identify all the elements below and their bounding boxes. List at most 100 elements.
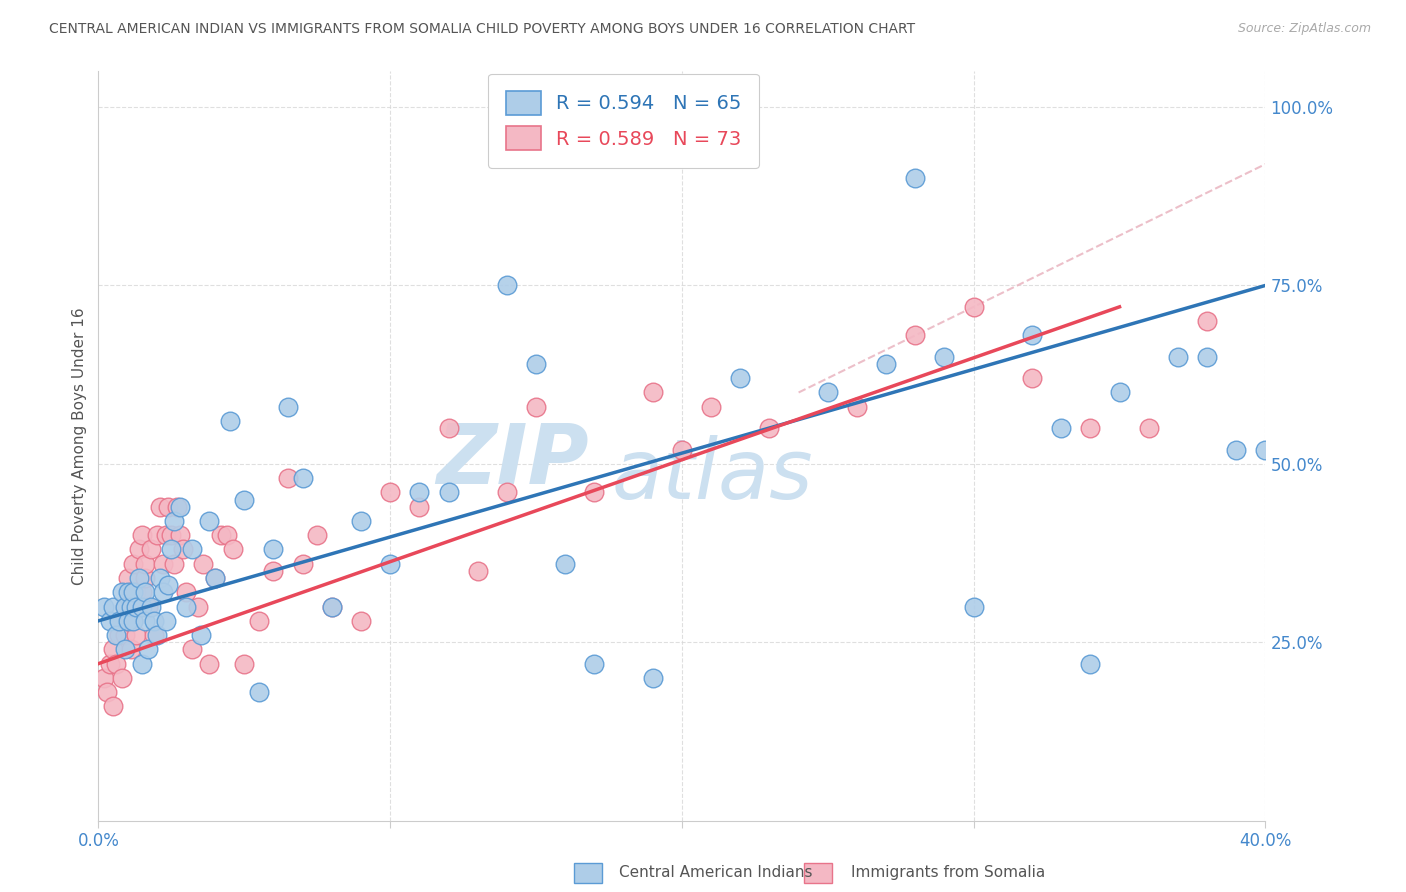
Point	[193, 557, 215, 571]
Point	[101, 599, 124, 614]
Point	[111, 671, 134, 685]
Point	[157, 500, 180, 514]
Point	[120, 599, 142, 614]
Point	[583, 485, 606, 500]
Point	[136, 642, 159, 657]
Point	[114, 599, 136, 614]
Point	[125, 585, 148, 599]
Point	[152, 557, 174, 571]
Point	[104, 657, 127, 671]
Point	[962, 300, 984, 314]
Point	[142, 628, 165, 642]
Text: atlas: atlas	[612, 435, 814, 516]
Y-axis label: Child Poverty Among Boys Under 16: Child Poverty Among Boys Under 16	[72, 307, 87, 585]
Point	[1021, 371, 1043, 385]
Point	[291, 557, 314, 571]
Point	[131, 585, 153, 599]
Text: Immigrants from Somalia: Immigrants from Somalia	[851, 865, 1045, 880]
Point	[233, 657, 256, 671]
Point	[122, 557, 145, 571]
Point	[467, 564, 489, 578]
Point	[98, 657, 121, 671]
Point	[846, 400, 869, 414]
Point	[117, 585, 139, 599]
Point	[1225, 442, 1247, 457]
Point	[114, 599, 136, 614]
Point	[1021, 328, 1043, 343]
Point	[131, 528, 153, 542]
Text: Source: ZipAtlas.com: Source: ZipAtlas.com	[1237, 22, 1371, 36]
Point	[1195, 350, 1218, 364]
Point	[146, 528, 169, 542]
Point	[101, 699, 124, 714]
Point	[437, 421, 460, 435]
Point	[136, 599, 159, 614]
Point	[120, 585, 142, 599]
Point	[904, 171, 927, 186]
Point	[496, 485, 519, 500]
Point	[180, 542, 202, 557]
Point	[180, 642, 202, 657]
Point	[962, 599, 984, 614]
Point	[149, 571, 172, 585]
Point	[496, 278, 519, 293]
Point	[117, 614, 139, 628]
Point	[262, 542, 284, 557]
Point	[117, 614, 139, 628]
Point	[408, 485, 430, 500]
Point	[131, 657, 153, 671]
Point	[111, 614, 134, 628]
Point	[114, 628, 136, 642]
Point	[321, 599, 343, 614]
Point	[152, 585, 174, 599]
Point	[1195, 314, 1218, 328]
Point	[380, 557, 402, 571]
Text: ZIP: ZIP	[436, 420, 589, 501]
Point	[139, 599, 162, 614]
Point	[204, 571, 226, 585]
Point	[96, 685, 118, 699]
Point	[166, 500, 188, 514]
Point	[408, 500, 430, 514]
Point	[209, 528, 232, 542]
Point	[139, 542, 162, 557]
Point	[700, 400, 723, 414]
Point	[134, 614, 156, 628]
Point	[380, 485, 402, 500]
Point	[149, 500, 172, 514]
Point	[198, 657, 221, 671]
Point	[307, 528, 329, 542]
Point	[218, 414, 240, 428]
Point	[758, 421, 780, 435]
Point	[160, 528, 183, 542]
Point	[122, 614, 145, 628]
Point	[163, 514, 186, 528]
Text: Central American Indians: Central American Indians	[619, 865, 813, 880]
Point	[134, 585, 156, 599]
Point	[114, 642, 136, 657]
Point	[262, 564, 284, 578]
Text: CENTRAL AMERICAN INDIAN VS IMMIGRANTS FROM SOMALIA CHILD POVERTY AMONG BOYS UNDE: CENTRAL AMERICAN INDIAN VS IMMIGRANTS FR…	[49, 22, 915, 37]
Point	[875, 357, 897, 371]
Point	[1108, 385, 1130, 400]
Point	[108, 614, 131, 628]
Point	[671, 442, 693, 457]
Point	[163, 557, 186, 571]
Point	[1080, 421, 1102, 435]
Point	[277, 400, 299, 414]
Point	[128, 571, 150, 585]
Point	[641, 385, 664, 400]
Point	[641, 671, 664, 685]
Point	[172, 542, 194, 557]
Point	[93, 599, 115, 614]
Point	[583, 657, 606, 671]
Point	[247, 685, 270, 699]
Point	[730, 371, 752, 385]
Point	[174, 585, 197, 599]
Point	[1050, 421, 1073, 435]
Point	[134, 557, 156, 571]
Point	[125, 628, 148, 642]
Point	[215, 528, 238, 542]
Point	[198, 514, 221, 528]
Point	[233, 492, 256, 507]
